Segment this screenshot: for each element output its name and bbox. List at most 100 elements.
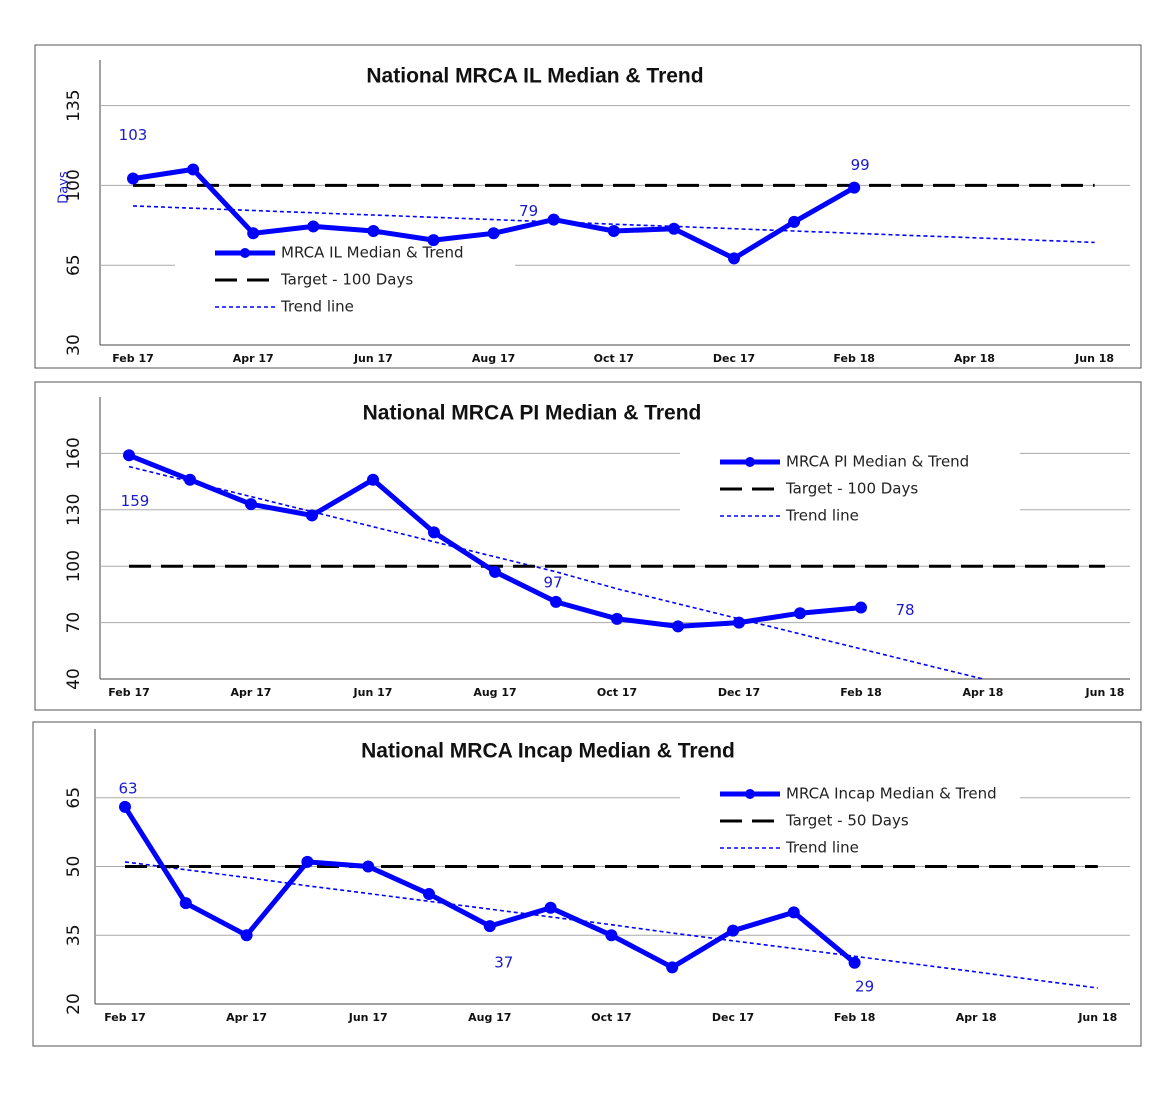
y-tick-label: 50 — [64, 856, 84, 878]
data-point — [607, 225, 620, 237]
data-point — [547, 213, 560, 226]
data-label: 37 — [494, 954, 513, 972]
x-tick-label: Jun 17 — [348, 1011, 388, 1024]
x-tick-label: Apr 17 — [233, 352, 274, 365]
data-point — [427, 234, 440, 247]
x-tick-label: Oct 17 — [597, 686, 637, 699]
y-tick-label: 135 — [64, 89, 84, 121]
x-tick-label: Jun 17 — [353, 686, 393, 699]
legend-label: MRCA PI Median & Trend — [786, 453, 969, 471]
y-tick-label: 65 — [64, 254, 84, 276]
data-point — [367, 225, 380, 237]
x-tick-label: Apr 18 — [954, 352, 995, 365]
data-point — [367, 473, 379, 486]
x-tick-label: Dec 17 — [718, 686, 760, 699]
x-tick-label: Dec 17 — [713, 352, 755, 365]
x-tick-label: Aug 17 — [468, 1011, 511, 1024]
x-tick-label: Dec 17 — [712, 1011, 754, 1024]
x-tick-label: Oct 17 — [591, 1011, 631, 1024]
legend-label: Target - 50 Days — [785, 812, 909, 830]
legend-label: Trend line — [785, 839, 859, 857]
data-point — [667, 222, 680, 235]
data-point — [240, 929, 253, 942]
data-label: 103 — [119, 126, 148, 144]
chart-title: National MRCA Incap Median & Trend — [361, 740, 735, 763]
data-point — [247, 227, 260, 240]
x-tick-label: Jun 18 — [1074, 352, 1114, 365]
data-label: 63 — [118, 779, 137, 797]
y-tick-label: 160 — [64, 437, 84, 469]
data-point — [611, 612, 623, 625]
x-tick-label: Oct 17 — [594, 352, 634, 365]
data-point — [787, 906, 800, 919]
legend-label: MRCA IL Median & Trend — [281, 244, 464, 262]
legend-marker — [240, 248, 250, 258]
x-tick-label: Feb 17 — [104, 1011, 146, 1024]
x-tick-label: Feb 18 — [840, 686, 882, 699]
data-point — [727, 924, 739, 937]
x-tick-label: Apr 18 — [956, 1011, 997, 1024]
legend-label: Trend line — [785, 507, 859, 525]
y-tick-label: 130 — [64, 494, 84, 526]
x-tick-label: Apr 17 — [231, 686, 272, 699]
chart-frame — [34, 381, 1142, 711]
y-axis-label: Days — [57, 171, 72, 204]
y-tick-label: 30 — [64, 334, 84, 356]
x-tick-label: Aug 17 — [472, 352, 515, 365]
x-tick-label: Jun 18 — [1077, 1011, 1117, 1024]
x-tick-label: Jun 17 — [353, 352, 393, 365]
data-point — [728, 252, 740, 265]
legend-marker — [745, 789, 755, 799]
y-tick-label: 70 — [64, 612, 84, 634]
data-label: 97 — [543, 573, 562, 591]
y-tick-label: 40 — [64, 668, 84, 690]
data-point — [794, 607, 806, 620]
data-point — [423, 888, 435, 900]
chart-title: National MRCA IL Median & Trend — [366, 65, 703, 88]
x-tick-label: Feb 17 — [108, 686, 150, 699]
data-point — [179, 897, 192, 910]
series-line — [132, 205, 1095, 244]
x-tick-label: Feb 17 — [112, 352, 154, 365]
data-point — [307, 220, 320, 233]
x-tick-label: Feb 18 — [834, 1011, 876, 1024]
data-point — [489, 565, 501, 578]
y-tick-label: 35 — [64, 924, 84, 946]
data-label: 159 — [121, 492, 150, 510]
legend-label: Target - 100 Days — [280, 271, 413, 289]
data-point — [733, 616, 745, 629]
legend-label: Trend line — [280, 298, 354, 316]
data-point — [306, 509, 318, 522]
data-point — [666, 961, 679, 974]
data-point — [245, 498, 257, 511]
data-point — [605, 929, 618, 942]
data-point — [848, 181, 861, 194]
data-point — [848, 956, 861, 969]
x-tick-label: Jun 18 — [1085, 686, 1125, 699]
x-tick-label: Apr 17 — [226, 1011, 267, 1024]
chart-frame — [32, 721, 1142, 1047]
y-tick-label: 100 — [64, 550, 84, 582]
data-point — [123, 449, 135, 462]
data-label: 79 — [519, 202, 538, 220]
data-label: 78 — [895, 601, 914, 619]
chart-frame — [34, 44, 1142, 369]
y-tick-label: 65 — [64, 787, 84, 809]
data-point — [544, 901, 557, 914]
x-tick-label: Aug 17 — [473, 686, 516, 699]
series-line — [124, 861, 1098, 989]
data-point — [672, 620, 684, 633]
data-point — [483, 920, 496, 933]
data-point — [362, 860, 375, 873]
data-point — [788, 215, 801, 228]
y-tick-label: 20 — [64, 993, 84, 1015]
data-point — [301, 855, 314, 868]
y-tick-label: 100 — [64, 169, 84, 201]
data-point — [550, 595, 562, 608]
x-tick-label: Apr 18 — [963, 686, 1004, 699]
data-label: 99 — [851, 156, 870, 174]
data-point — [855, 601, 867, 614]
chart-title: National MRCA PI Median & Trend — [363, 402, 702, 425]
data-point — [127, 172, 139, 185]
